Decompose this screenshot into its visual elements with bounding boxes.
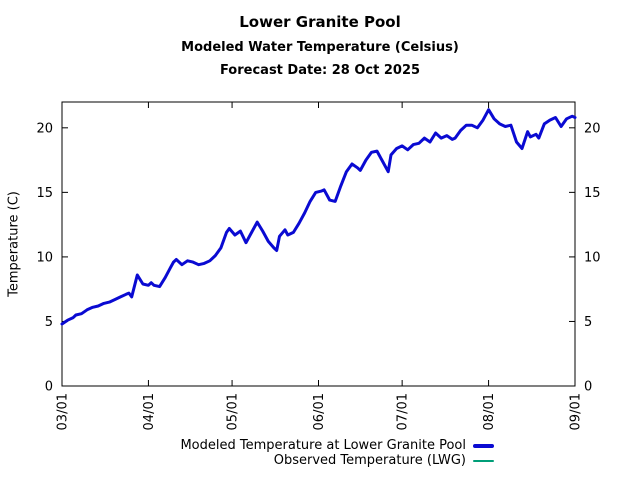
plot-area: 03/01 04/01 05/01 06/01 07/01 08/01 09/010 05 51… xyxy=(36,101,601,430)
modeled-temperature-line xyxy=(60,108,577,326)
y-tick-label-left: 10 xyxy=(36,250,53,265)
x-tick-label: 07/01 xyxy=(396,393,411,430)
y-tick-label-right: 5 xyxy=(584,315,592,330)
y-tick-label-left: 5 xyxy=(45,315,53,330)
y-tick-label-right: 15 xyxy=(584,186,601,201)
x-tick-label: 08/01 xyxy=(482,393,497,430)
y-tick-label-right: 0 xyxy=(584,380,592,395)
x-tick-label: 04/01 xyxy=(142,393,157,430)
legend-label-modeled: Modeled Temperature at Lower Granite Poo… xyxy=(180,438,466,453)
chart-subtitle: Modeled Water Temperature (Celsius) xyxy=(181,40,459,55)
y-tick-label-right: 10 xyxy=(584,250,601,265)
y-tick-label-left: 20 xyxy=(36,121,53,136)
plot-border xyxy=(61,101,576,387)
x-tick-label: 05/01 xyxy=(226,393,241,430)
legend-line-swatch-observed xyxy=(473,459,494,462)
y-tick-label-right: 20 xyxy=(584,121,601,136)
legend-label-observed: Observed Temperature (LWG) xyxy=(273,453,466,468)
y-tick-label-left: 0 xyxy=(45,380,53,395)
y-tick-label-left: 15 xyxy=(36,186,53,201)
page-title: Lower Granite Pool xyxy=(239,13,401,31)
x-tick-label: 09/01 xyxy=(569,393,584,430)
x-tick-label: 03/01 xyxy=(56,393,71,430)
legend-line-swatch-modeled xyxy=(473,443,494,448)
legend: Modeled Temperature at Lower Granite Poo… xyxy=(0,438,494,468)
observed-temperature-line xyxy=(61,108,576,325)
legend-row-modeled: Modeled Temperature at Lower Granite Poo… xyxy=(0,438,494,453)
x-tick-label: 06/01 xyxy=(312,393,327,430)
forecast-date-label: Forecast Date: 28 Oct 2025 xyxy=(219,63,421,78)
legend-row-observed: Observed Temperature (LWG) xyxy=(0,453,494,468)
